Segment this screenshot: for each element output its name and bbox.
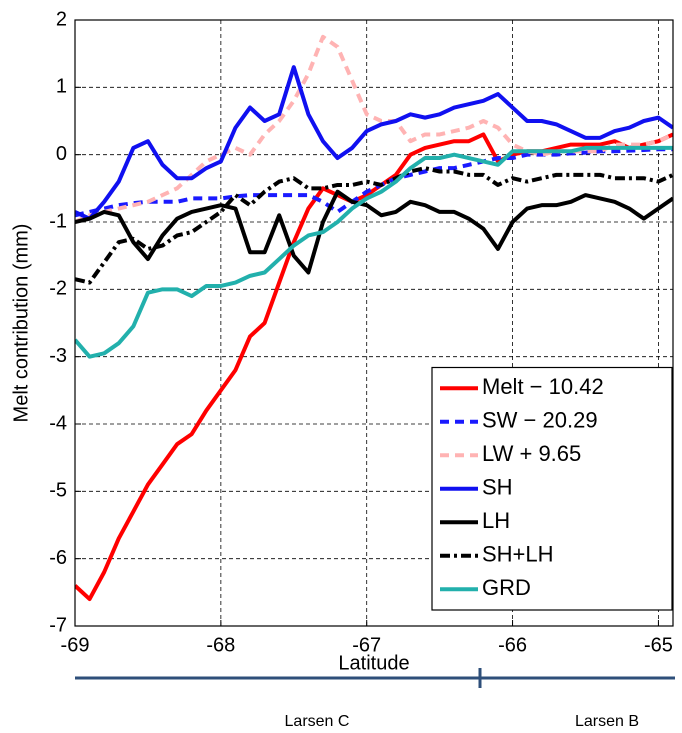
x-tick-label: -65 bbox=[644, 634, 673, 656]
y-tick-label: -1 bbox=[49, 210, 67, 232]
legend-label: SH bbox=[482, 475, 513, 500]
y-tick-label: 2 bbox=[56, 8, 67, 30]
legend-label: LW + 9.65 bbox=[482, 441, 581, 466]
series-line bbox=[75, 189, 673, 275]
y-tick-label: -4 bbox=[49, 412, 67, 434]
legend-label: SW − 20.29 bbox=[482, 408, 598, 433]
y-tick-label: -7 bbox=[49, 614, 67, 636]
y-tick-label: -3 bbox=[49, 345, 67, 367]
y-tick-label: -5 bbox=[49, 480, 67, 502]
y-tick-label: -6 bbox=[49, 547, 67, 569]
y-tick-label: 0 bbox=[56, 143, 67, 165]
y-axis-label: Melt contribution (mm) bbox=[10, 224, 32, 423]
legend-label: GRD bbox=[482, 575, 531, 600]
x-tick-label: -67 bbox=[352, 634, 381, 656]
series-line bbox=[75, 145, 673, 359]
series-line bbox=[75, 132, 673, 602]
y-tick-label: -2 bbox=[49, 278, 67, 300]
legend-label: SH+LH bbox=[482, 542, 554, 567]
region-label: Larsen C bbox=[285, 713, 350, 730]
x-tick-label: -66 bbox=[498, 634, 527, 656]
legend-label: LH bbox=[482, 508, 510, 533]
series-line bbox=[75, 65, 673, 221]
axes-frame bbox=[74, 19, 674, 627]
x-tick-label: -69 bbox=[61, 634, 90, 656]
legend-label: Melt − 10.42 bbox=[482, 374, 604, 399]
x-axis-label: Latitude bbox=[338, 652, 409, 674]
series-line bbox=[75, 166, 673, 285]
x-tick-label: -68 bbox=[206, 634, 235, 656]
y-tick-label: 1 bbox=[56, 76, 67, 98]
region-label: Larsen B bbox=[575, 713, 639, 730]
